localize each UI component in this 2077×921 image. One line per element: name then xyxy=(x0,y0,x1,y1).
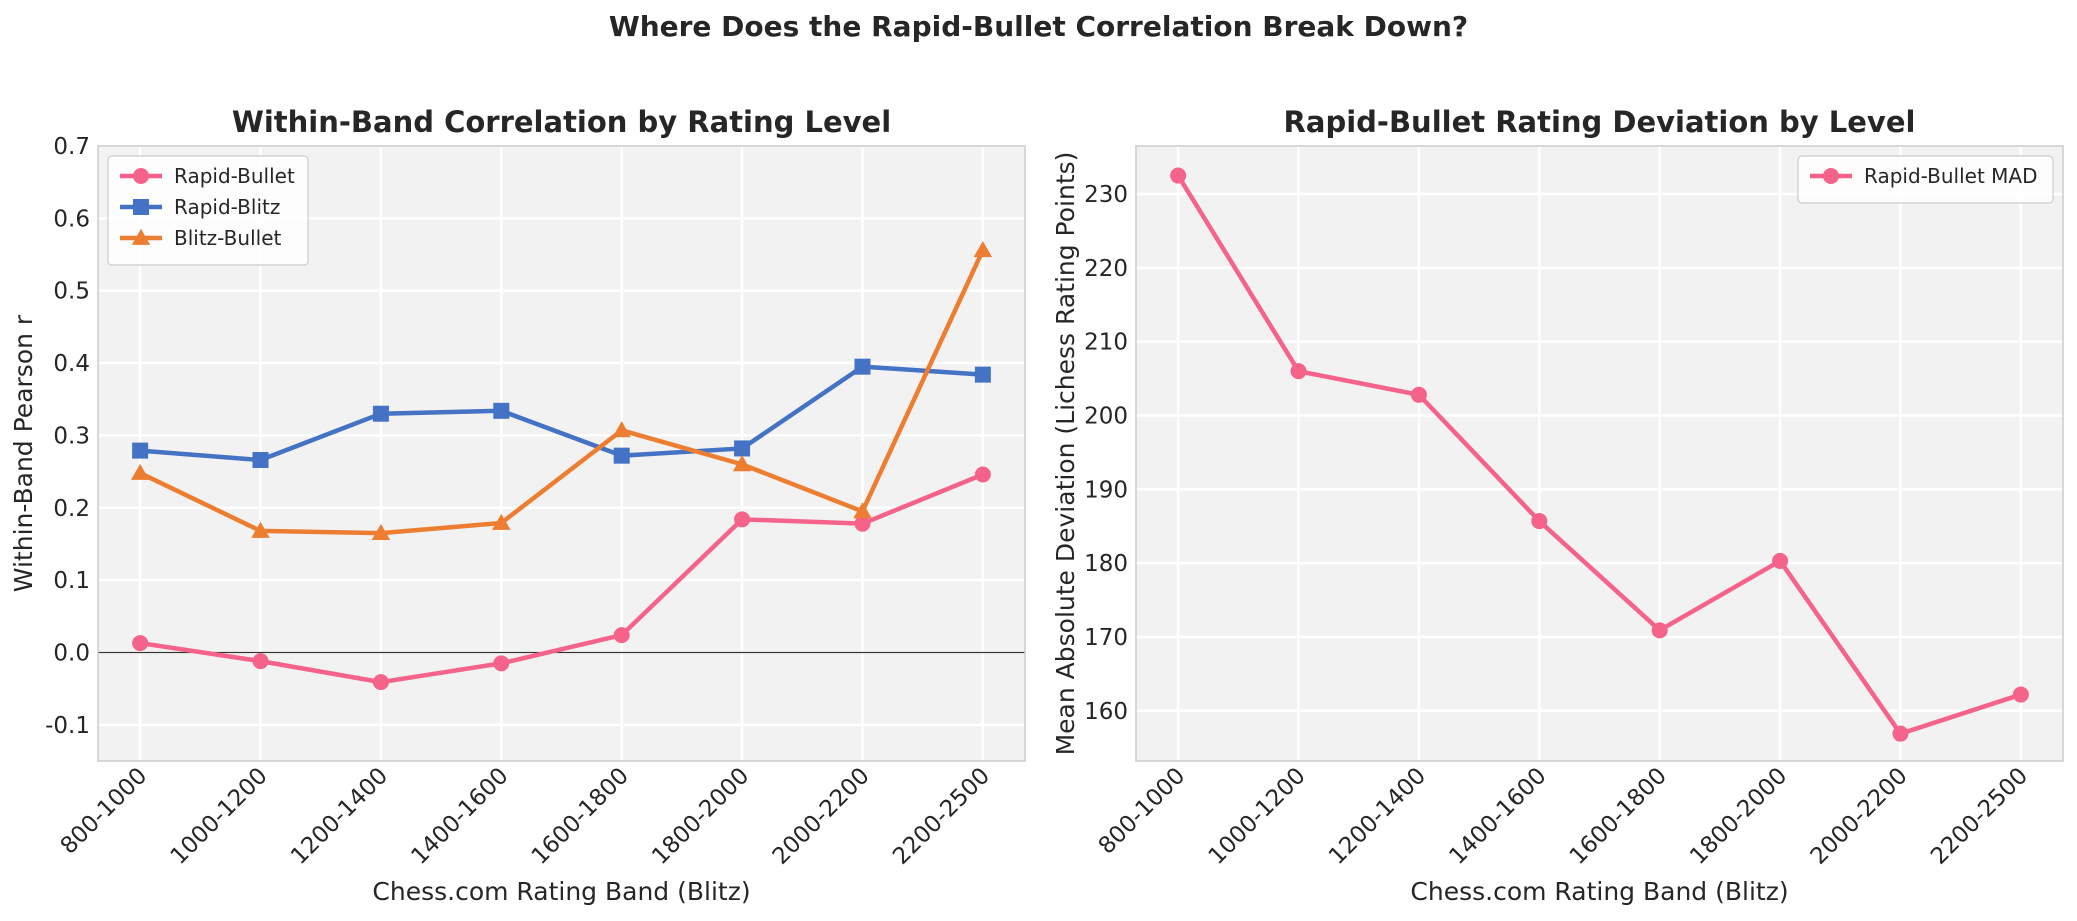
chart-title: Rapid-Bullet Rating Deviation by Level xyxy=(1284,105,1916,139)
series-line xyxy=(1176,174,2022,736)
plot-frame xyxy=(97,145,1026,762)
legend xyxy=(1797,155,2054,204)
legend-label: Rapid-Blitz xyxy=(174,195,280,219)
data-point xyxy=(853,502,872,519)
data-point xyxy=(974,466,991,483)
y-tick-label: -0.1 xyxy=(45,713,90,739)
data-point xyxy=(734,440,751,457)
y-tick-label: 190 xyxy=(1084,477,1128,503)
y-axis-label: Within-Band Pearson r xyxy=(9,314,38,592)
data-point xyxy=(2012,686,2029,703)
x-tick-label: 800-1000 xyxy=(56,763,153,860)
chart-title: Within-Band Correlation by Rating Level xyxy=(232,105,891,139)
series-line xyxy=(139,472,984,685)
y-tick-label: 0.2 xyxy=(53,496,90,522)
x-tick-label: 2200-2500 xyxy=(1926,763,2033,870)
plot-frame xyxy=(1135,145,2064,762)
legend-label: Rapid-Bullet MAD xyxy=(1864,164,2038,188)
data-point xyxy=(252,452,269,469)
data-point xyxy=(132,442,149,459)
y-tick-label: 230 xyxy=(1084,182,1128,208)
x-tick-label: 800-1000 xyxy=(1094,763,1191,860)
data-point xyxy=(372,674,389,691)
series-line xyxy=(139,249,985,536)
x-tick-label: 1000-1200 xyxy=(166,763,273,870)
y-tick-label: 0.6 xyxy=(53,206,90,232)
data-point xyxy=(251,521,270,538)
x-tick-label: 1600-1800 xyxy=(527,763,634,870)
x-tick-label: 1400-1600 xyxy=(407,763,514,870)
legend-marker xyxy=(133,168,149,184)
legend-marker xyxy=(131,228,151,245)
data-point xyxy=(130,463,150,480)
x-tick-label: 1000-1200 xyxy=(1204,763,1311,870)
data-point xyxy=(613,447,630,464)
data-point xyxy=(493,655,510,672)
data-point xyxy=(1290,363,1307,380)
y-tick-label: 0.5 xyxy=(53,279,90,305)
data-point xyxy=(1531,513,1548,530)
y-tick-label: 0.3 xyxy=(53,423,90,449)
y-tick-label: 210 xyxy=(1084,330,1128,356)
x-tick-label: 2000-2200 xyxy=(1806,763,1913,870)
data-point xyxy=(1772,552,1789,569)
x-tick-label: 2000-2200 xyxy=(768,763,875,870)
series-line xyxy=(139,364,984,463)
data-point xyxy=(372,405,389,422)
correlation-chart: -0.1 0.0 0.1 0.2 0.3 0.4 0.5 0.6 0.7 800-1000 1000… xyxy=(9,105,1026,906)
y-tick-label: 160 xyxy=(1084,699,1128,725)
data-point xyxy=(492,513,511,530)
x-tick-label: 2200-2500 xyxy=(888,763,995,870)
y-tick-label: 170 xyxy=(1084,625,1128,651)
x-tick-label: 1600-1800 xyxy=(1565,763,1672,870)
data-point xyxy=(1410,386,1427,403)
y-tick-label: 0.4 xyxy=(53,351,90,377)
data-point xyxy=(612,421,631,438)
y-axis-label: Mean Absolute Deviation (Lichess Rating … xyxy=(1051,152,1080,756)
data-point xyxy=(371,523,391,540)
data-point xyxy=(974,366,991,383)
y-tick-label: 0.1 xyxy=(53,568,90,594)
data-point xyxy=(854,358,871,375)
x-tick-label: 1200-1400 xyxy=(286,763,393,870)
data-point xyxy=(132,635,149,652)
x-axis-label: Chess.com Rating Band (Blitz) xyxy=(372,877,750,906)
data-point xyxy=(252,653,269,670)
x-tick-label: 1200-1400 xyxy=(1324,763,1431,870)
plot-background xyxy=(1136,146,2063,761)
legend-marker xyxy=(133,199,149,215)
legend-label: Rapid-Bullet xyxy=(174,164,295,188)
y-tick-label: 180 xyxy=(1084,551,1128,577)
data-point xyxy=(973,240,993,258)
x-tick-label: 1400-1600 xyxy=(1445,763,1552,870)
data-point xyxy=(732,455,752,472)
deviation-chart: 160 170 180 190 200 210 220 230 800-1000 1000-120… xyxy=(1051,105,2064,906)
data-point xyxy=(734,511,751,528)
x-axis-label: Chess.com Rating Band (Blitz) xyxy=(1410,877,1788,906)
data-point xyxy=(613,627,630,644)
legend-label: Blitz-Bullet xyxy=(174,226,281,250)
data-point xyxy=(1651,622,1668,639)
data-point xyxy=(1892,725,1909,742)
data-point xyxy=(1170,167,1187,184)
y-tick-label: 220 xyxy=(1084,256,1128,282)
x-tick-label: 1800-2000 xyxy=(647,763,754,870)
data-point xyxy=(493,402,510,419)
y-tick-label: 200 xyxy=(1084,403,1128,429)
data-point xyxy=(854,515,871,532)
legend-marker xyxy=(1823,168,1839,184)
figure-title: Where Does the Rapid-Bullet Correlation … xyxy=(608,10,1469,43)
x-tick-label: 1800-2000 xyxy=(1685,763,1792,870)
y-tick-label: 0.7 xyxy=(53,134,90,160)
y-tick-label: 0.0 xyxy=(53,640,90,666)
